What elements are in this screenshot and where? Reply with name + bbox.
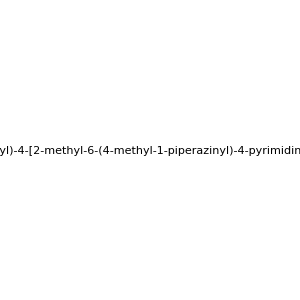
Text: N-(5-chloro-2-methoxyphenyl)-4-[2-methyl-6-(4-methyl-1-piperazinyl)-4-pyrimidiny: N-(5-chloro-2-methoxyphenyl)-4-[2-methyl… <box>0 146 300 157</box>
